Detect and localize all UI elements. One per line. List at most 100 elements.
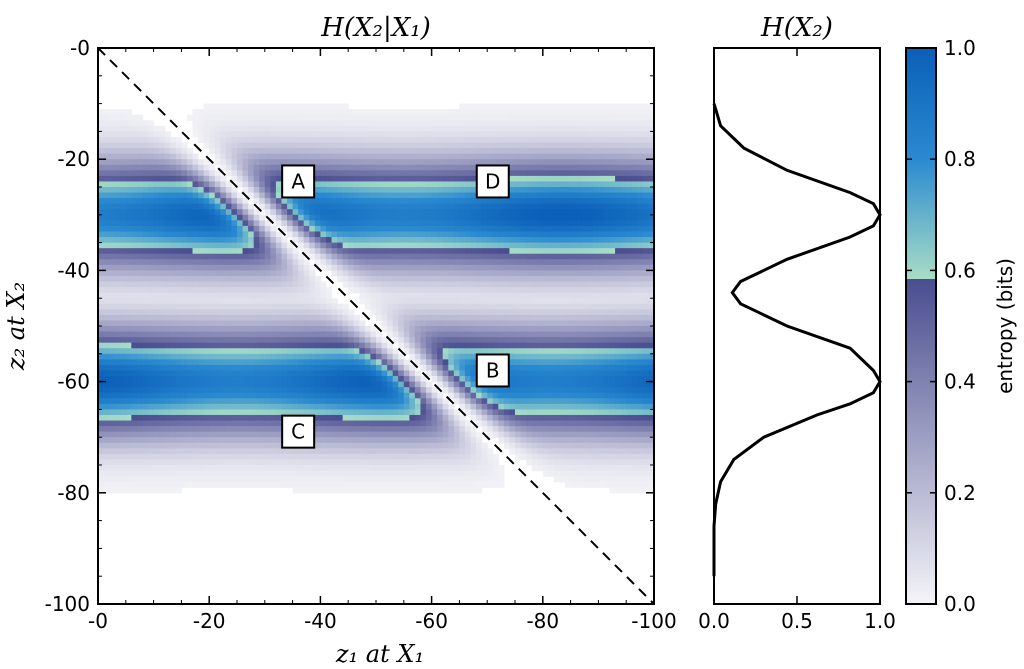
heatmap-cell — [159, 159, 166, 166]
heatmap-cell — [437, 426, 444, 433]
heatmap-cell — [281, 142, 288, 149]
heatmap-cell — [109, 198, 116, 205]
heatmap-cell — [303, 103, 310, 110]
heatmap-cell — [387, 264, 394, 271]
heatmap-cell — [298, 264, 305, 271]
heatmap-cell — [181, 220, 188, 227]
heatmap-cell — [259, 326, 266, 333]
heatmap-cell — [114, 142, 121, 149]
heatmap-cell — [376, 242, 383, 249]
heatmap-cell — [170, 459, 177, 466]
heatmap-cell — [509, 142, 516, 149]
heatmap-cell — [481, 453, 488, 461]
heatmap-cell — [470, 487, 477, 494]
heatmap-cell — [203, 453, 210, 461]
heatmap-cell — [248, 348, 255, 355]
heatmap-cell — [298, 337, 305, 344]
heatmap-cell — [192, 342, 199, 349]
heatmap-cell — [292, 392, 299, 399]
heatmap-cell — [120, 264, 127, 271]
heatmap-cell — [481, 342, 488, 349]
heatmap-cell — [364, 203, 372, 210]
heatmap-cell — [259, 459, 266, 466]
heatmap-cell — [498, 136, 505, 144]
heatmap-cell — [348, 465, 355, 472]
heatmap-cell — [459, 125, 466, 132]
heatmap-cell — [214, 125, 221, 132]
heatmap-cell — [225, 253, 233, 260]
heatmap-cell — [381, 181, 388, 188]
heatmap-cell — [164, 209, 171, 216]
heatmap-cell — [359, 431, 366, 438]
heatmap-cell — [148, 225, 155, 233]
heatmap-cell — [125, 164, 132, 171]
heatmap-cell — [136, 248, 144, 255]
heatmap-cell — [359, 120, 366, 127]
heatmap-cell — [109, 448, 116, 455]
heatmap-cell — [481, 309, 488, 316]
heatmap-cell — [364, 187, 372, 194]
heatmap-cell — [470, 353, 477, 360]
heatmap-cell — [225, 220, 233, 227]
heatmap-cell — [303, 125, 310, 132]
heatmap-cell — [136, 387, 144, 394]
heatmap-cell — [320, 237, 327, 244]
heatmap-cell — [303, 159, 310, 166]
heatmap-cell — [403, 465, 410, 472]
heatmap-cell — [237, 387, 244, 394]
heatmap-cell — [314, 470, 321, 477]
heatmap-cell — [459, 359, 466, 366]
heatmap-cell — [325, 398, 333, 405]
heatmap-cell — [320, 281, 327, 288]
heatmap-cell — [164, 159, 171, 166]
heatmap-cell — [237, 181, 244, 188]
heatmap-cell — [492, 337, 499, 344]
heatmap-cell — [370, 175, 377, 183]
heatmap-cell — [203, 326, 210, 333]
heatmap-cell — [248, 392, 255, 399]
heatmap-cell — [242, 298, 249, 305]
heatmap-cell — [325, 103, 333, 110]
heatmap-cell — [248, 248, 255, 255]
heatmap-cell — [220, 465, 227, 472]
heatmap-cell — [298, 203, 305, 210]
heatmap-cell — [198, 348, 205, 355]
heatmap-cell — [487, 253, 494, 260]
heatmap-cell — [337, 248, 344, 255]
heatmap-cell — [131, 148, 138, 155]
heatmap-cell — [103, 125, 110, 132]
heatmap-cell — [353, 387, 360, 394]
heatmap-cell — [259, 392, 266, 399]
heatmap-cell — [503, 103, 511, 110]
heatmap-cell — [103, 359, 110, 366]
heatmap-cell — [270, 481, 277, 488]
heatmap-cell — [325, 392, 333, 399]
heatmap-cell — [237, 136, 244, 144]
heatmap-cell — [314, 314, 321, 322]
heatmap-cell — [359, 248, 366, 255]
heatmap-cell — [487, 259, 494, 266]
heatmap-cell — [131, 431, 138, 438]
heatmap-cell — [398, 437, 405, 444]
heatmap-cell — [153, 453, 160, 461]
heatmap-cell — [453, 481, 460, 488]
heatmap-cell — [159, 337, 166, 344]
heatmap-cell — [303, 470, 310, 477]
heatmap-cell — [498, 125, 505, 132]
heatmap-cell — [314, 109, 321, 116]
heatmap-cell — [431, 342, 438, 349]
heatmap-cell — [498, 109, 505, 116]
heatmap-cell — [125, 275, 132, 283]
heatmap-cell — [481, 403, 488, 410]
heatmap-cell — [298, 153, 305, 160]
heatmap-cell — [314, 275, 321, 283]
heatmap-cell — [231, 364, 238, 372]
heatmap-cell — [476, 465, 483, 472]
heatmap-cell — [431, 136, 438, 144]
heatmap-cell — [170, 237, 177, 244]
heatmap-cell — [170, 387, 177, 394]
heatmap-cell — [198, 414, 205, 422]
heatmap-cell — [414, 414, 422, 422]
heatmap-cell — [359, 281, 366, 288]
heatmap-cell — [136, 153, 144, 160]
